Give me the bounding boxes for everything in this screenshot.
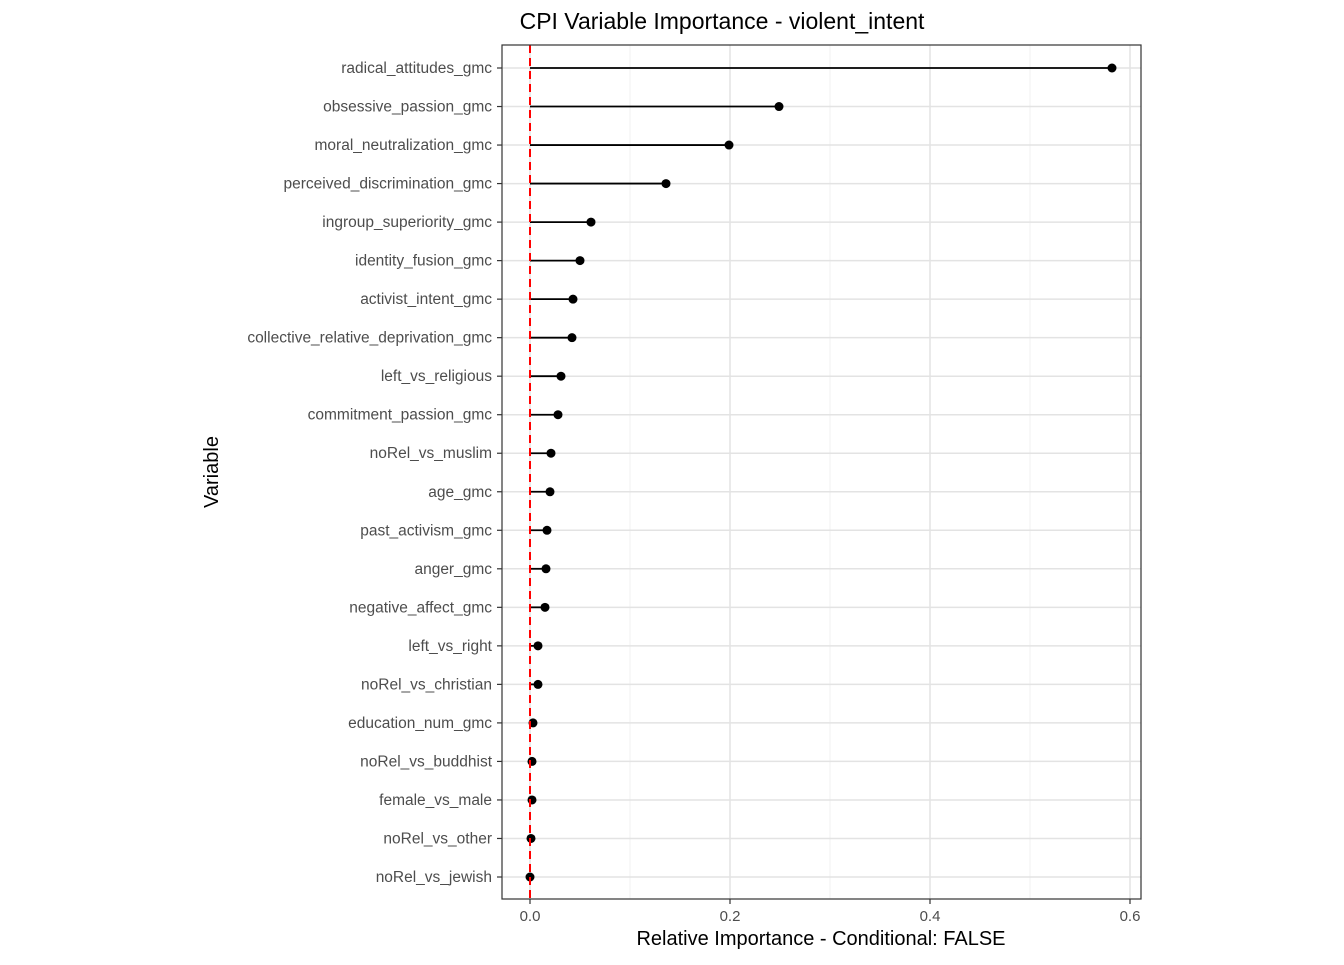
lollipop-point — [553, 410, 563, 420]
y-tick-label: obsessive_passion_gmc — [323, 99, 492, 116]
y-tick-label: past_activism_gmc — [360, 522, 492, 539]
lollipop-point — [533, 641, 543, 651]
y-tick-label: female_vs_male — [379, 792, 492, 809]
x-tick-label: 0.4 — [920, 908, 941, 925]
lollipop-point — [556, 371, 566, 381]
lollipop-point — [540, 602, 550, 612]
x-tick-label: 0.0 — [520, 908, 541, 925]
lollipop-point — [527, 795, 537, 805]
y-tick-label: negative_affect_gmc — [349, 599, 492, 616]
y-tick-label: activist_intent_gmc — [360, 291, 492, 308]
y-tick-label: perceived_discrimination_gmc — [284, 176, 493, 193]
x-tick-label: 0.2 — [720, 908, 741, 925]
lollipop-point — [774, 102, 784, 112]
y-tick-label: noRel_vs_muslim — [370, 445, 492, 462]
y-tick-label: education_num_gmc — [348, 715, 492, 732]
y-tick-label: anger_gmc — [414, 561, 492, 578]
lollipop-point — [724, 140, 734, 150]
panel-border — [501, 44, 1142, 900]
plot-panel — [502, 45, 1141, 899]
y-tick-label: ingroup_superiority_gmc — [322, 214, 492, 231]
y-tick-label: noRel_vs_christian — [361, 676, 492, 693]
lollipop-point — [661, 179, 671, 189]
y-tick-label: noRel_vs_jewish — [376, 869, 492, 886]
lollipop-point — [568, 294, 578, 304]
y-tick-label: noRel_vs_buddhist — [360, 753, 493, 770]
chart-title: CPI Variable Importance - violent_intent — [520, 8, 925, 34]
y-tick-label: left_vs_religious — [381, 368, 492, 385]
y-axis-label: Variable — [201, 436, 223, 508]
y-tick-label: collective_relative_deprivation_gmc — [247, 330, 492, 347]
y-tick-label: identity_fusion_gmc — [355, 253, 492, 270]
y-tick-label: commitment_passion_gmc — [308, 407, 493, 424]
lollipop-point — [541, 564, 551, 574]
lollipop-point — [586, 217, 596, 227]
x-axis-label: Relative Importance - Conditional: FALSE — [636, 928, 1005, 950]
y-tick-label: age_gmc — [428, 484, 492, 501]
y-tick-label: moral_neutralization_gmc — [315, 137, 493, 154]
lollipop-point — [527, 756, 537, 766]
lollipop-point — [1107, 63, 1117, 73]
lollipop-point — [545, 487, 555, 497]
y-tick-label: left_vs_right — [408, 638, 492, 655]
y-tick-label: noRel_vs_other — [383, 830, 492, 847]
lollipop-point — [542, 525, 552, 535]
lollipop-point — [575, 256, 585, 266]
x-tick-label: 0.6 — [1120, 908, 1141, 925]
lollipop-point — [567, 333, 577, 343]
y-tick-label: radical_attitudes_gmc — [341, 60, 492, 77]
lollipop-point — [546, 448, 556, 458]
lollipop-point — [533, 679, 543, 689]
